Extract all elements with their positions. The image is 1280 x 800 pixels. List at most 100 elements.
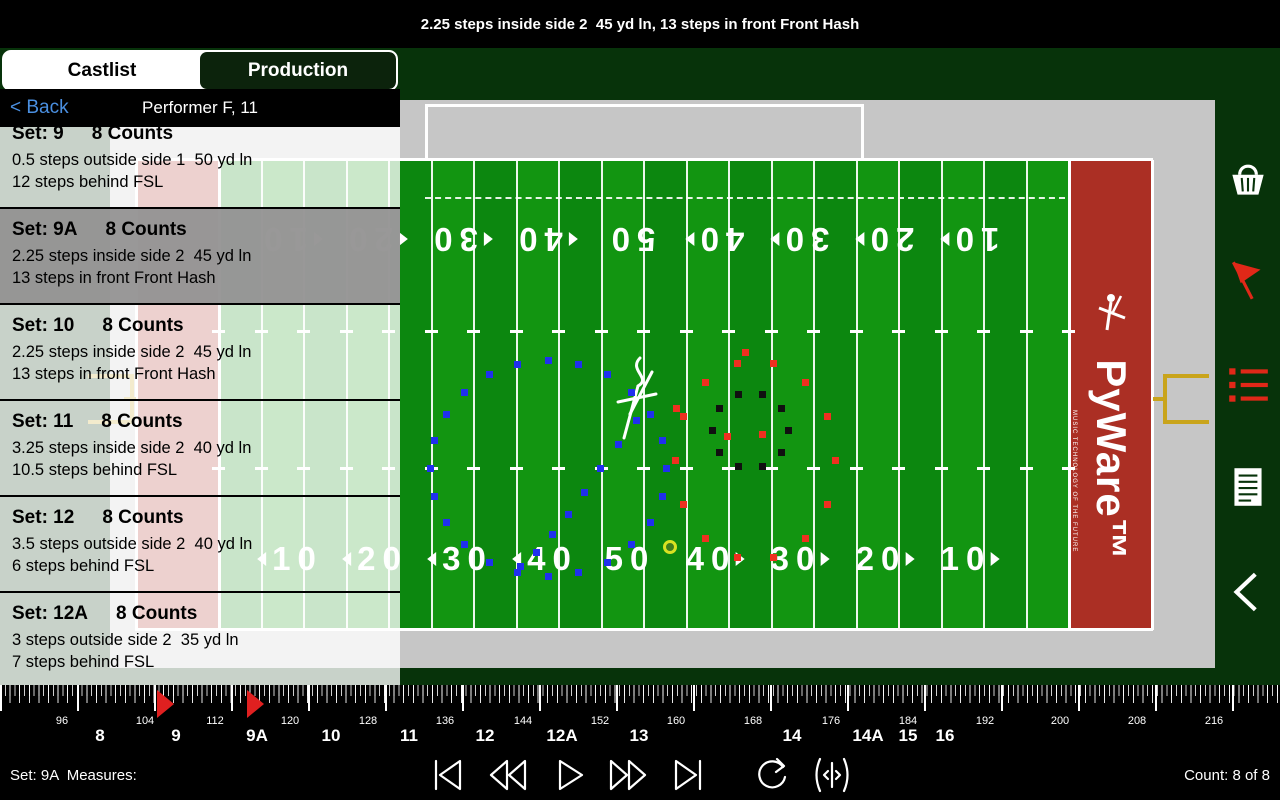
timeline-count-label: 128 — [358, 715, 378, 727]
flag-tool-icon[interactable] — [1224, 256, 1272, 304]
performer-dot-blue[interactable] — [443, 519, 450, 526]
performer-dot-blue[interactable] — [628, 389, 635, 396]
performer-dot-black[interactable] — [778, 449, 785, 456]
performer-dot-blue[interactable] — [545, 573, 552, 580]
performer-dot-red[interactable] — [680, 413, 687, 420]
timeline-count-label: 120 — [280, 715, 300, 727]
performer-dot-blue[interactable] — [514, 361, 521, 368]
timeline-set-label[interactable]: 11 — [400, 726, 418, 745]
set-list-item[interactable]: Set: 9A 8 Counts 2.25 steps inside side 2 … — [0, 209, 400, 305]
performer-dot-blue[interactable] — [514, 569, 521, 576]
performer-dot-blue[interactable] — [604, 371, 611, 378]
performer-dot-black[interactable] — [735, 463, 742, 470]
performer-dot-black[interactable] — [709, 427, 716, 434]
rewind-button[interactable] — [486, 753, 530, 797]
set-list-item[interactable]: Set: 12A 8 Counts 3 steps outside side 2 3… — [0, 593, 400, 685]
performer-dot-red[interactable] — [824, 413, 831, 420]
performer-dot-red[interactable] — [672, 457, 679, 464]
performer-dot-red[interactable] — [742, 349, 749, 356]
timeline-set-label[interactable]: 14A — [852, 726, 884, 745]
performer-dot-blue[interactable] — [461, 389, 468, 396]
set-list-item[interactable]: Set: 9 8 Counts 0.5 steps outside side 1 5… — [0, 113, 400, 209]
performer-dot-blue[interactable] — [659, 437, 666, 444]
performer-dot-blue[interactable] — [549, 531, 556, 538]
performer-dot-blue[interactable] — [633, 417, 640, 424]
performer-dot-red[interactable] — [702, 535, 709, 542]
timeline-set-label[interactable]: 12 — [475, 726, 495, 745]
performer-dot-blue[interactable] — [431, 437, 438, 444]
performer-dot-blue[interactable] — [427, 465, 434, 472]
set-list-item[interactable]: Set: 12 8 Counts 3.5 steps outside side 2 … — [0, 497, 400, 593]
performer-dot-blue[interactable] — [628, 541, 635, 548]
list-tool-icon[interactable] — [1224, 361, 1272, 409]
timeline-set-label[interactable]: 14 — [782, 726, 802, 745]
performer-dot-blue[interactable] — [659, 493, 666, 500]
timeline-set-label[interactable]: 8 — [95, 726, 105, 745]
performer-dot-black[interactable] — [778, 405, 785, 412]
performer-dot-blue[interactable] — [615, 441, 622, 448]
performer-dot-red[interactable] — [770, 360, 777, 367]
timeline-set-label[interactable]: 9A — [246, 726, 268, 745]
performer-dot-red[interactable] — [673, 405, 680, 412]
back-button[interactable]: < Back — [10, 97, 69, 118]
fast-forward-button[interactable] — [606, 753, 650, 797]
performer-dot-red[interactable] — [832, 457, 839, 464]
performer-dot-blue[interactable] — [486, 371, 493, 378]
back-chevron-icon[interactable] — [1224, 568, 1272, 616]
timeline-set-label[interactable]: 12A — [546, 726, 578, 745]
timeline-set-label[interactable]: 10 — [321, 726, 341, 745]
performer-dot-red[interactable] — [770, 554, 777, 561]
tab-production[interactable]: Production — [200, 52, 396, 89]
timeline-ruler[interactable]: 96 104 112 120 128 136 144 152 160 168 176 184 192 20… — [0, 685, 1280, 750]
performer-dot-blue[interactable] — [647, 411, 654, 418]
performer-dot-blue[interactable] — [597, 465, 604, 472]
performer-dot-black[interactable] — [716, 405, 723, 412]
timeline-set-label[interactable]: 16 — [935, 726, 955, 745]
performer-dot-red[interactable] — [824, 501, 831, 508]
performer-dot-black[interactable] — [735, 391, 742, 398]
document-icon[interactable] — [1224, 463, 1272, 511]
performer-dot-blue[interactable] — [461, 541, 468, 548]
performer-dot-blue[interactable] — [443, 411, 450, 418]
range-button[interactable] — [810, 753, 854, 797]
performer-dot-blue[interactable] — [663, 465, 670, 472]
skip-start-button[interactable] — [426, 753, 470, 797]
yard-number-text: 40 — [693, 221, 745, 258]
timeline-set-label[interactable]: 15 — [898, 726, 918, 745]
performer-dot-blue[interactable] — [517, 563, 524, 570]
performer-dot-blue[interactable] — [581, 489, 588, 496]
skip-end-button[interactable] — [666, 753, 710, 797]
basket-icon[interactable] — [1224, 156, 1272, 204]
performer-dot-blue[interactable] — [575, 569, 582, 576]
performer-dot-blue[interactable] — [545, 357, 552, 364]
set-list-item[interactable]: Set: 11 8 Counts 3.25 steps inside side 2 … — [0, 401, 400, 497]
performer-dot-blue[interactable] — [533, 549, 540, 556]
performer-dot-black[interactable] — [759, 463, 766, 470]
yard-arrow-icon — [427, 552, 437, 566]
performer-dot-blue[interactable] — [575, 361, 582, 368]
performer-dot-red[interactable] — [802, 535, 809, 542]
performer-dot-blue[interactable] — [565, 511, 572, 518]
performer-dot-blue[interactable] — [486, 559, 493, 566]
castlist-panel: Castlist Production < Back Performer F, … — [0, 48, 400, 685]
performer-dot-red[interactable] — [734, 554, 741, 561]
performer-dot-red[interactable] — [702, 379, 709, 386]
performer-dot-red[interactable] — [759, 431, 766, 438]
performer-dot-black[interactable] — [785, 427, 792, 434]
performer-dot-red[interactable] — [734, 360, 741, 367]
timeline-set-label[interactable]: 13 — [629, 726, 649, 745]
tab-castlist[interactable]: Castlist — [4, 52, 200, 89]
performer-dot-blue[interactable] — [647, 519, 654, 526]
performer-dot-red[interactable] — [802, 379, 809, 386]
set-list-item[interactable]: Set: 10 8 Counts 2.25 steps inside side 2 … — [0, 305, 400, 401]
play-button[interactable] — [546, 753, 590, 797]
performer-dot-black[interactable] — [759, 391, 766, 398]
performer-dot-blue[interactable] — [604, 559, 611, 566]
selected-performer-dot[interactable] — [663, 540, 677, 554]
loop-button[interactable] — [750, 753, 794, 797]
timeline-set-label[interactable]: 9 — [171, 726, 181, 745]
performer-dot-red[interactable] — [680, 501, 687, 508]
performer-dot-black[interactable] — [716, 449, 723, 456]
performer-dot-blue[interactable] — [431, 493, 438, 500]
performer-dot-red[interactable] — [724, 433, 731, 440]
